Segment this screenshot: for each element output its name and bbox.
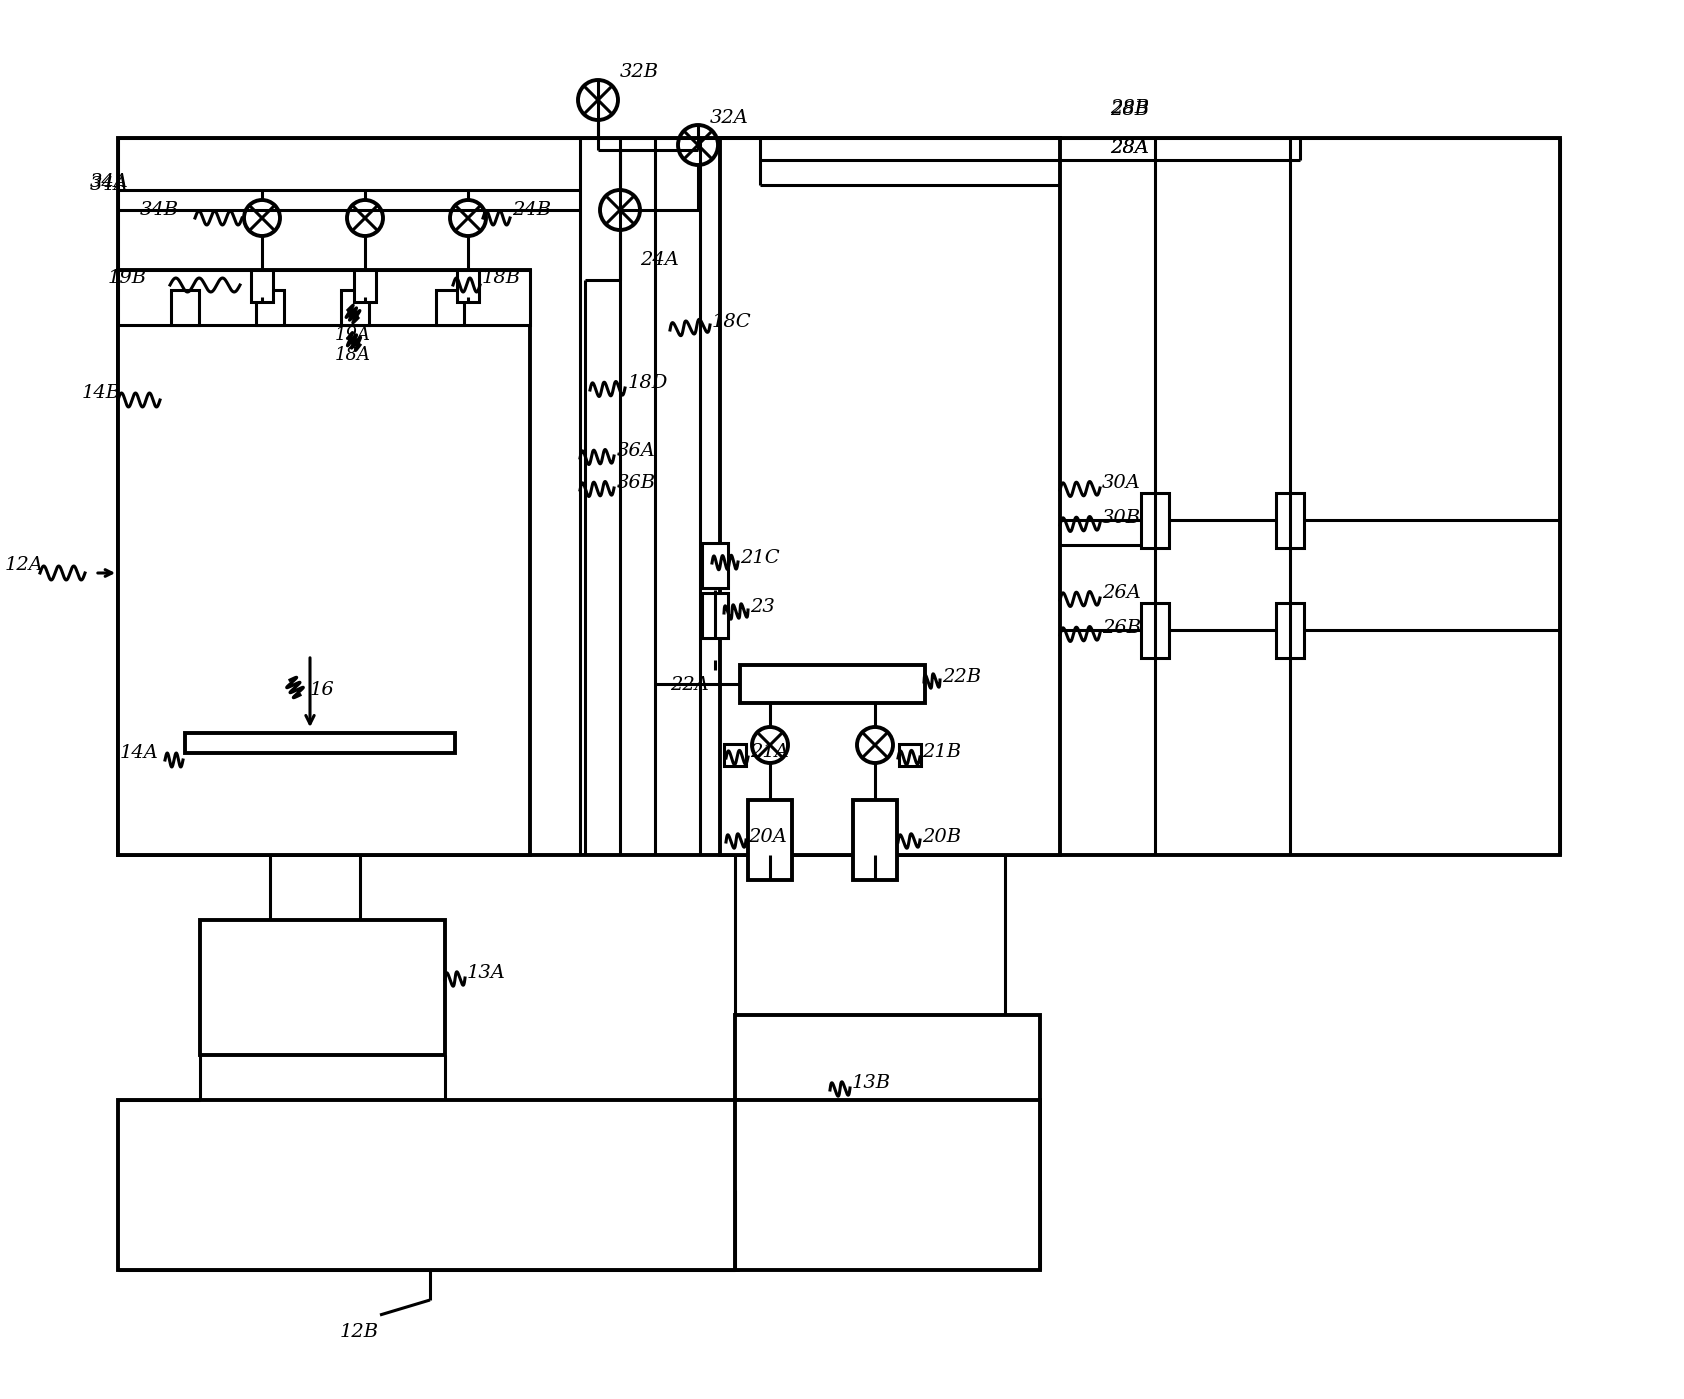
Text: 21B: 21B bbox=[923, 743, 962, 761]
Text: 36B: 36B bbox=[616, 474, 657, 492]
Text: 28A: 28A bbox=[1110, 139, 1148, 157]
Text: 18B: 18B bbox=[482, 269, 520, 287]
Text: 24A: 24A bbox=[640, 250, 679, 269]
Text: 34A: 34A bbox=[89, 176, 130, 194]
Text: 22A: 22A bbox=[670, 676, 709, 694]
Bar bbox=[118, 139, 1559, 855]
Text: 34A: 34A bbox=[89, 173, 130, 192]
Bar bbox=[1276, 492, 1303, 547]
Text: 13B: 13B bbox=[852, 1074, 891, 1093]
Text: 26A: 26A bbox=[1101, 583, 1140, 602]
Bar bbox=[185, 733, 455, 753]
Text: 28B: 28B bbox=[1110, 101, 1148, 119]
Text: 22B: 22B bbox=[941, 667, 982, 686]
Bar bbox=[724, 744, 746, 767]
Bar bbox=[721, 139, 1059, 855]
Text: 18A: 18A bbox=[335, 346, 370, 364]
Bar bbox=[739, 665, 925, 704]
Bar bbox=[172, 290, 199, 325]
Text: 23: 23 bbox=[749, 597, 775, 616]
Text: 12A: 12A bbox=[5, 555, 44, 574]
Bar bbox=[354, 270, 376, 302]
Text: 30B: 30B bbox=[1101, 509, 1142, 527]
Bar bbox=[1276, 603, 1303, 658]
Text: 32B: 32B bbox=[620, 63, 658, 81]
Bar bbox=[256, 290, 285, 325]
Bar bbox=[436, 290, 465, 325]
Text: 19B: 19B bbox=[108, 269, 147, 287]
Bar bbox=[251, 270, 273, 302]
Text: 21A: 21A bbox=[749, 743, 788, 761]
Text: 16: 16 bbox=[310, 681, 335, 700]
Text: 28A: 28A bbox=[1110, 139, 1148, 157]
Text: 18D: 18D bbox=[628, 374, 669, 392]
Text: 19A: 19A bbox=[335, 326, 370, 344]
Bar bbox=[118, 1100, 738, 1270]
Bar bbox=[734, 1100, 1041, 1270]
Bar bbox=[899, 744, 921, 767]
Bar bbox=[1142, 603, 1169, 658]
Bar bbox=[118, 270, 530, 855]
Bar bbox=[200, 921, 445, 1055]
Bar bbox=[702, 543, 727, 588]
Text: 32A: 32A bbox=[711, 109, 749, 127]
Bar bbox=[340, 290, 369, 325]
Bar bbox=[748, 800, 791, 880]
Text: 20A: 20A bbox=[748, 828, 786, 846]
Bar bbox=[1142, 492, 1169, 547]
Text: 13A: 13A bbox=[466, 964, 505, 982]
Text: 26B: 26B bbox=[1101, 618, 1142, 637]
Text: 28B: 28B bbox=[1110, 99, 1148, 118]
Text: 24B: 24B bbox=[512, 201, 551, 220]
Text: 34B: 34B bbox=[140, 201, 179, 220]
Text: 36A: 36A bbox=[616, 442, 655, 460]
Text: 21C: 21C bbox=[739, 548, 780, 567]
Bar bbox=[702, 593, 727, 638]
Text: 14B: 14B bbox=[83, 383, 121, 402]
Bar bbox=[854, 800, 898, 880]
Text: 12B: 12B bbox=[340, 1323, 379, 1342]
Text: 14A: 14A bbox=[120, 744, 158, 762]
Text: 20B: 20B bbox=[923, 828, 962, 846]
Text: 18C: 18C bbox=[712, 313, 751, 332]
Bar bbox=[734, 1016, 1041, 1191]
Bar bbox=[456, 270, 478, 302]
Bar bbox=[118, 270, 530, 325]
Text: 30A: 30A bbox=[1101, 474, 1140, 492]
